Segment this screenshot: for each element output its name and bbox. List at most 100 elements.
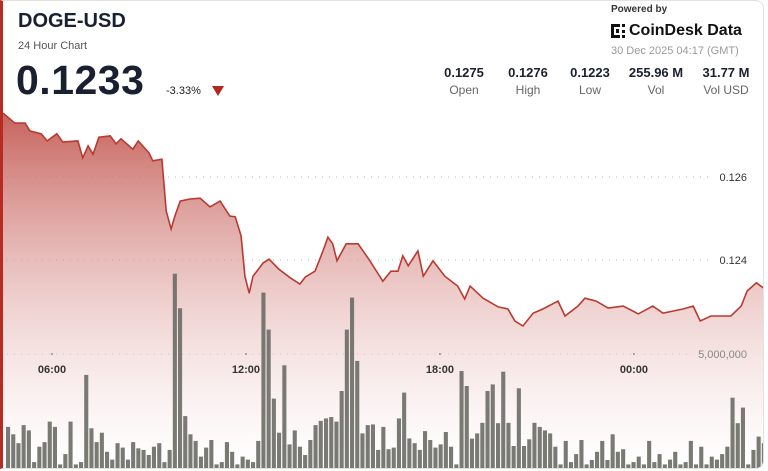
volume-bar: [449, 446, 454, 468]
volume-bar: [99, 432, 104, 468]
volume-bar: [313, 425, 318, 468]
volume-bar: [183, 416, 188, 468]
volume-bar: [485, 391, 490, 468]
stat-label: Vol USD: [703, 83, 749, 97]
volume-bar: [475, 433, 480, 468]
volume-bar: [574, 454, 579, 468]
volume-bar: [37, 446, 42, 468]
volume-bar: [198, 456, 203, 468]
volume-bar: [204, 447, 209, 468]
volume-bar: [579, 440, 584, 468]
x-tick-label: 06:00: [38, 364, 66, 376]
stat-value: 0.1223: [570, 65, 610, 80]
stat-vol: 255.96 M Vol: [621, 65, 691, 97]
volume-bar: [516, 388, 521, 468]
volume-bar: [584, 464, 589, 468]
volume-bar: [751, 449, 756, 468]
stat-high: 0.1276 High: [493, 65, 563, 97]
volume-bar: [610, 434, 615, 468]
volume-bar: [725, 446, 730, 468]
volume-bar: [595, 451, 600, 468]
volume-bar: [271, 398, 276, 468]
volume-bar: [746, 464, 751, 468]
volume-bar: [647, 440, 652, 468]
volume-bar: [11, 434, 16, 468]
volume-bar: [162, 462, 167, 468]
volume-bar: [329, 417, 334, 468]
price-change: -3.33%: [166, 85, 201, 97]
x-tick-mark: [439, 353, 441, 355]
volume-bar: [365, 425, 370, 468]
volume-bar: [287, 444, 292, 468]
stat-value: 0.1276: [508, 65, 548, 80]
volume-bar: [73, 464, 78, 468]
volume-bar: [167, 449, 172, 468]
volume-bar: [417, 449, 422, 468]
price-line: [3, 112, 763, 328]
volume-bar: [120, 447, 125, 468]
volume-bar: [339, 391, 344, 468]
volume-bar: [292, 430, 297, 468]
brand-name: CoinDesk Data: [629, 22, 742, 39]
volume-bar: [115, 443, 120, 468]
volume-bar: [568, 462, 573, 468]
coindesk-brand: CoinDesk Data: [610, 22, 742, 40]
volume-bar: [428, 440, 433, 468]
volume-bar: [193, 440, 198, 468]
volume-bar: [412, 443, 417, 468]
volume-bar: [131, 442, 136, 468]
volume-bar: [68, 421, 73, 468]
stat-value: 31.77 M: [702, 65, 750, 80]
x-tick-mark: [245, 353, 247, 355]
volume-bar: [240, 456, 245, 468]
volume-bar: [141, 449, 146, 468]
volume-bar: [79, 462, 84, 468]
volume-bar: [178, 308, 183, 468]
volume-bar: [454, 464, 459, 468]
volume-bar: [558, 464, 563, 468]
x-tick-label: 00:00: [620, 364, 648, 376]
volume-bar: [6, 426, 11, 468]
volume-bar: [381, 426, 386, 468]
volume-bar: [110, 459, 115, 468]
volume-bar: [308, 440, 313, 468]
stat-label: High: [515, 83, 541, 97]
volume-bar: [344, 329, 349, 468]
volume-bar: [125, 459, 130, 468]
volume-bar: [496, 423, 501, 468]
volume-bar: [277, 432, 282, 468]
stat-label: Open: [449, 83, 479, 97]
volume-bar: [542, 430, 547, 468]
stat-value: 255.96 M: [628, 65, 684, 80]
volume-bar: [157, 443, 162, 468]
volume-bar: [136, 448, 141, 468]
volume-bar: [657, 454, 662, 468]
volume-bar: [47, 421, 52, 468]
volume-bar: [188, 434, 193, 468]
volume-bar: [527, 439, 532, 468]
volume-bar: [641, 464, 646, 468]
volume-bar: [32, 462, 37, 468]
stat-open: 0.1275 Open: [429, 65, 499, 97]
volume-bar: [370, 424, 375, 468]
volume-bar: [303, 455, 308, 468]
y-tick-label: 0.126: [719, 172, 747, 184]
volume-bar: [600, 440, 605, 468]
volume-bar: [631, 462, 636, 468]
volume-bar: [699, 446, 704, 468]
volume-bar: [662, 464, 667, 468]
volume-bar: [730, 397, 735, 468]
volume-bar: [621, 449, 626, 468]
volume-bar: [297, 446, 302, 468]
volume-bar: [146, 455, 151, 468]
timestamp: 30 Dec 2025 04:17 (GMT): [611, 45, 739, 57]
volume-tick-label: 5,000,000: [698, 349, 747, 361]
volume-bar: [652, 462, 657, 468]
x-tick-mark: [633, 353, 635, 355]
stat-label: Vol: [647, 83, 665, 97]
volume-bar: [490, 384, 495, 468]
volume-bar: [52, 426, 57, 468]
volume-bar: [235, 464, 240, 468]
coindesk-logo-icon: [611, 24, 625, 38]
volume-bar: [636, 456, 641, 468]
